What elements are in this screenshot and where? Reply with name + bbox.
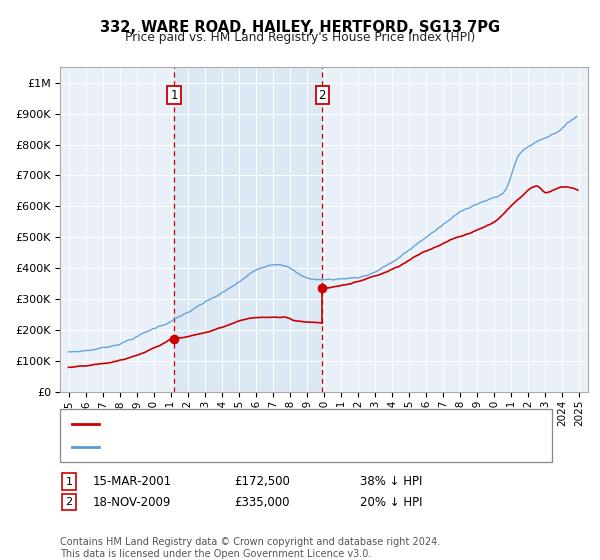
Text: 1: 1 xyxy=(65,477,73,487)
Text: £335,000: £335,000 xyxy=(234,496,290,509)
Text: HPI: Average price, detached house, Broxbourne: HPI: Average price, detached house, Brox… xyxy=(105,442,376,452)
Text: 332, WARE ROAD, HAILEY, HERTFORD, SG13 7PG: 332, WARE ROAD, HAILEY, HERTFORD, SG13 7… xyxy=(100,20,500,35)
Text: 2: 2 xyxy=(319,88,326,101)
Text: 20% ↓ HPI: 20% ↓ HPI xyxy=(360,496,422,509)
Text: Contains HM Land Registry data © Crown copyright and database right 2024.
This d: Contains HM Land Registry data © Crown c… xyxy=(60,537,440,559)
Text: 38% ↓ HPI: 38% ↓ HPI xyxy=(360,475,422,488)
Text: 1: 1 xyxy=(170,88,178,101)
Text: 18-NOV-2009: 18-NOV-2009 xyxy=(93,496,172,509)
Text: 332, WARE ROAD, HAILEY, HERTFORD, SG13 7PG (detached house): 332, WARE ROAD, HAILEY, HERTFORD, SG13 7… xyxy=(105,419,480,429)
Text: 2: 2 xyxy=(65,497,73,507)
Text: Price paid vs. HM Land Registry's House Price Index (HPI): Price paid vs. HM Land Registry's House … xyxy=(125,31,475,44)
Text: 15-MAR-2001: 15-MAR-2001 xyxy=(93,475,172,488)
Text: £172,500: £172,500 xyxy=(234,475,290,488)
Bar xyxy=(174,67,322,392)
